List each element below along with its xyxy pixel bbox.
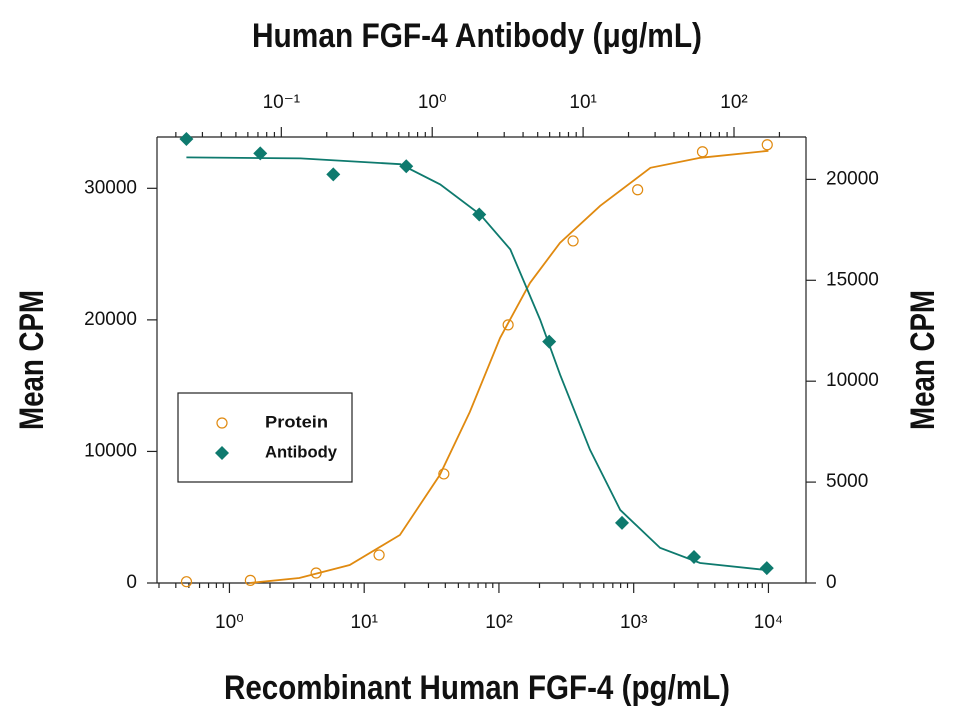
point	[180, 576, 193, 588]
point	[399, 159, 414, 174]
point	[614, 515, 629, 530]
x-tick-label: 10⁴	[754, 612, 783, 633]
y2-tick-label: 5000	[826, 471, 868, 492]
x-tick-label: 10³	[620, 612, 647, 633]
legend-marker	[216, 417, 228, 429]
legend-box	[177, 392, 353, 483]
point	[179, 132, 194, 147]
y2-axis-title: Mean CPM	[904, 290, 942, 430]
y2-tick-label: 10000	[826, 370, 879, 391]
fit-curve	[186, 156, 767, 571]
point	[438, 468, 450, 480]
y-tick-label: 10000	[84, 440, 137, 461]
point	[696, 146, 709, 158]
point	[472, 207, 487, 222]
y-axis-title: Mean CPM	[13, 290, 51, 430]
y2-tick-label: 15000	[826, 269, 879, 290]
y-tick-label: 0	[126, 572, 137, 593]
x2-axis-title: Human FGF-4 Antibody (μg/mL)	[252, 17, 702, 55]
point	[373, 549, 385, 561]
point	[632, 184, 644, 196]
point	[502, 319, 514, 331]
y2-tick-label: 0	[826, 572, 837, 593]
x-tick-label: 10²	[485, 612, 512, 633]
legend-marker	[215, 446, 229, 460]
x-tick-label: 10⁰	[215, 612, 244, 633]
point	[542, 334, 557, 349]
x-axis-title: Recombinant Human FGF-4 (pg/mL)	[224, 669, 730, 707]
point	[761, 139, 773, 151]
point	[326, 167, 341, 182]
y2-tick-label: 20000	[826, 168, 879, 189]
point	[759, 561, 774, 576]
y-tick-label: 30000	[84, 177, 137, 198]
point	[244, 574, 256, 586]
x2-tick-label: 10²	[720, 92, 747, 113]
x2-tick-label: 10⁻¹	[263, 92, 301, 113]
fit-curve	[249, 149, 769, 584]
legend-label: Protein	[265, 412, 328, 431]
y-tick-label: 20000	[84, 309, 137, 330]
legend-label: Antibody	[265, 442, 338, 461]
point	[253, 146, 268, 161]
point	[567, 235, 579, 247]
point	[310, 567, 322, 579]
point	[686, 549, 701, 564]
x2-tick-label: 10¹	[569, 92, 596, 113]
x-tick-label: 10¹	[350, 612, 377, 633]
x2-tick-label: 10⁰	[418, 92, 447, 113]
